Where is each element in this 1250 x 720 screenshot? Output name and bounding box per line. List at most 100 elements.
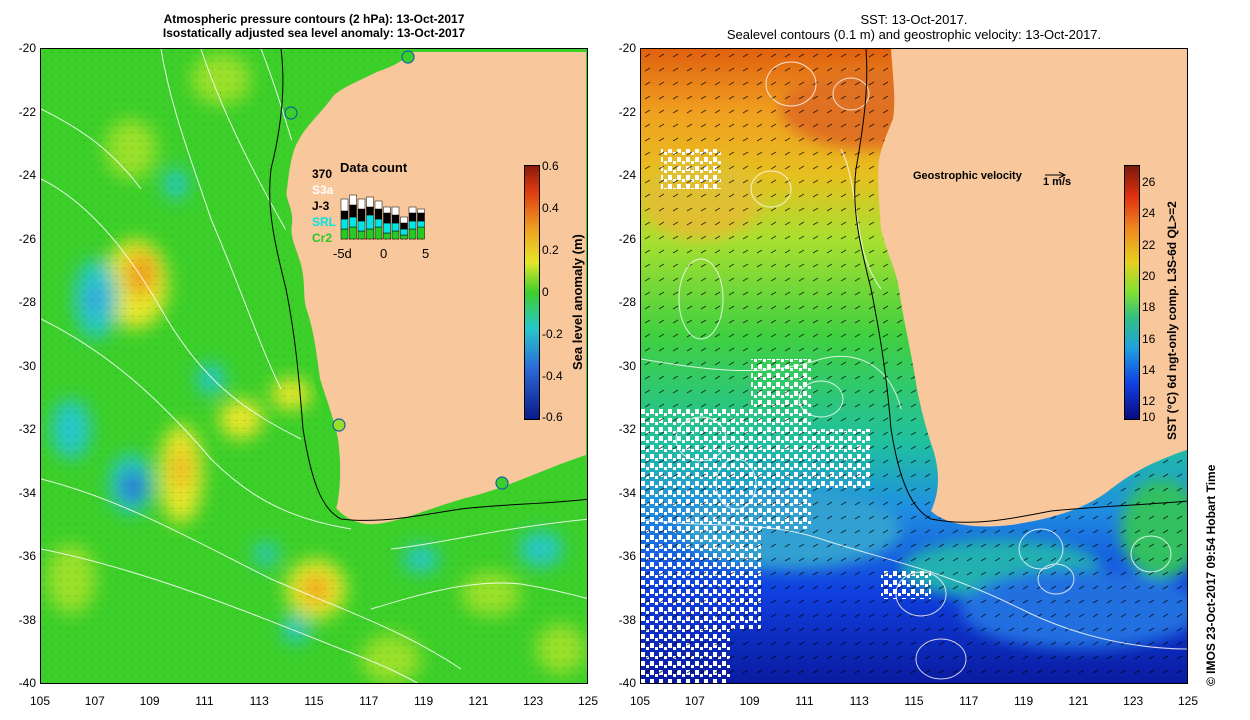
- latitude-tick-label: -26: [618, 231, 636, 246]
- tide-gauge-marker: [401, 50, 415, 64]
- longitude-tick-label: 121: [468, 694, 489, 708]
- shelf-break-isobath-sst: [854, 49, 1187, 523]
- latitude-tick-label: -28: [618, 295, 636, 309]
- right-map-title: SST: 13-Oct-2017. Sealevel contours (0.1…: [640, 12, 1188, 42]
- left-map-title: Atmospheric pressure contours (2 hPa): 1…: [40, 12, 588, 40]
- histogram-bar: [400, 234, 408, 240]
- sla-map-graphic: [41, 49, 587, 683]
- histogram-tick-end: 5: [422, 246, 430, 261]
- latitude-tick-label: -38: [618, 612, 636, 627]
- histogram-bar: [349, 194, 357, 206]
- sst-colorbar-label: SST (°C) 6d ngt-only comp. L3S-6d QL>=2: [1165, 201, 1179, 440]
- histogram-bar: [357, 230, 366, 240]
- longitude-tick-label: 109: [739, 694, 760, 708]
- histogram-bar: [366, 196, 374, 208]
- histogram-bar: [366, 228, 374, 240]
- satellite-srl-label: SRL: [312, 215, 336, 229]
- histogram-bar: [417, 226, 425, 240]
- sea-level-contours: [641, 61, 1187, 680]
- sla-colorbar: [524, 165, 540, 420]
- histogram-bar: [400, 228, 408, 236]
- histogram-bar: [391, 230, 400, 240]
- longitude-tick-label: 109: [139, 694, 160, 708]
- sst-cbar-tick: 18: [1142, 300, 1156, 314]
- longitude-tick-label: 115: [304, 694, 324, 708]
- sst-cbar-tick: 22: [1142, 238, 1156, 252]
- latitude-tick-label: -34: [618, 485, 636, 500]
- sst-cbar-tick: 24: [1142, 206, 1156, 220]
- latitude-tick-label: -24: [618, 168, 636, 182]
- histogram-bar: [340, 218, 349, 230]
- histogram-bar: [417, 220, 425, 228]
- latitude-tick-label: -30: [18, 358, 36, 373]
- histogram-bar: [349, 216, 357, 228]
- latitude-tick-label: -26: [18, 231, 36, 246]
- longitude-tick-label: 111: [795, 694, 814, 708]
- left-title-line2: Isostatically adjusted sea level anomaly…: [162, 26, 466, 40]
- tide-gauge-marker: [284, 106, 298, 120]
- longitude-tick-label: 117: [959, 694, 979, 708]
- histogram-bar: [357, 220, 366, 232]
- histogram-bar: [374, 208, 383, 220]
- sst-map: [640, 48, 1188, 684]
- histogram-bar: [383, 222, 391, 234]
- histogram-bar: [408, 212, 417, 222]
- longitude-tick-label: 117: [359, 694, 379, 708]
- longitude-tick-label: 107: [84, 694, 105, 708]
- histogram-tick-zero: 0: [380, 246, 388, 261]
- latitude-tick-label: -20: [618, 41, 636, 55]
- histogram-bar: [366, 214, 374, 230]
- velocity-scale-label: 1 m/s: [1043, 176, 1072, 188]
- histogram-bar: [340, 210, 349, 220]
- sst-cbar-tick: 16: [1142, 332, 1156, 346]
- longitude-tick-label: 123: [1123, 694, 1144, 708]
- tide-gauge-marker: [495, 476, 509, 490]
- histogram-bar: [349, 226, 357, 240]
- latitude-tick-label: -22: [618, 104, 636, 119]
- histogram-bar: [340, 228, 349, 240]
- histogram-bar: [391, 222, 400, 232]
- western-australia-landmass-sst: [878, 49, 1187, 527]
- histogram-bar: [374, 218, 383, 228]
- data-count-histogram: [340, 194, 425, 240]
- shelf-break-isobath: [269, 49, 587, 521]
- latitude-tick-label: -32: [18, 422, 36, 436]
- sla-cbar-tick: 0.4: [542, 201, 559, 215]
- geostrophic-velocity-label: Geostrophic velocity: [913, 170, 1022, 182]
- histogram-bar: [349, 204, 357, 218]
- histogram-bar: [340, 198, 349, 212]
- longitude-tick-label: 125: [1177, 694, 1199, 708]
- latitude-tick-label: -24: [18, 168, 36, 182]
- latitude-tick-label: -22: [18, 104, 36, 119]
- longitude-tick-label: 113: [849, 694, 869, 708]
- histogram-bar: [383, 212, 391, 224]
- sst-map-graphic: [641, 49, 1187, 683]
- data-count-total: 370: [312, 167, 333, 181]
- sla-colorbar-label: Sea level anomaly (m): [570, 234, 585, 370]
- histogram-bar: [400, 216, 408, 224]
- longitude-tick-label: 125: [577, 694, 599, 708]
- sst-colorbar: [1124, 165, 1140, 420]
- longitude-tick-label: 105: [629, 694, 651, 708]
- latitude-tick-label: -38: [18, 612, 36, 627]
- longitude-tick-label: 123: [523, 694, 544, 708]
- sst-cbar-tick: 14: [1142, 363, 1156, 377]
- sst-cbar-tick: 26: [1142, 175, 1156, 189]
- longitude-tick-label: 121: [1068, 694, 1089, 708]
- histogram-bar: [408, 220, 417, 230]
- histogram-bar: [366, 206, 374, 216]
- latitude-tick-label: -40: [18, 676, 36, 690]
- histogram-bar: [374, 200, 383, 210]
- sst-cbar-tick: 20: [1142, 269, 1156, 283]
- longitude-tick-label: 111: [195, 694, 214, 708]
- western-australia-landmass: [280, 49, 587, 531]
- histogram-bar: [417, 212, 425, 222]
- histogram-bar: [417, 208, 425, 214]
- sla-cbar-tick: -0.6: [542, 410, 563, 424]
- latitude-tick-label: -40: [618, 676, 636, 690]
- imos-credit: © IMOS 23-Oct-2017 09:54 Hobart Time: [1204, 464, 1218, 686]
- latitude-tick-label: -30: [618, 358, 636, 373]
- histogram-bar: [357, 208, 366, 222]
- tide-gauge-marker: [332, 418, 346, 432]
- satellite-s3a-label: S3a: [312, 183, 334, 197]
